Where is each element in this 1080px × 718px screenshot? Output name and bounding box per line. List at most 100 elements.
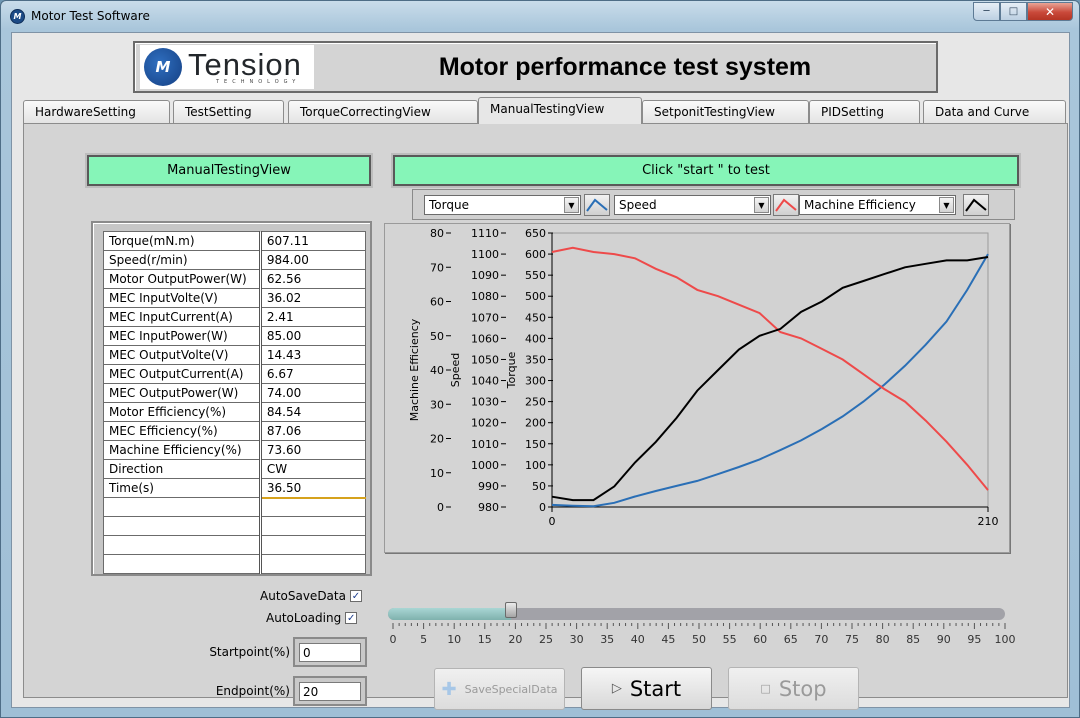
curve-select-1[interactable]: Torque ▼ <box>424 195 581 215</box>
slider-scale-label: 60 <box>753 633 767 646</box>
curve-select-3-value: Machine Efficiency <box>804 198 916 212</box>
slider-scale-label: 40 <box>631 633 645 646</box>
tab-data-and-curve[interactable]: Data and Curve <box>923 100 1066 123</box>
y-axis-title: Machine Efficiency <box>408 318 421 421</box>
tab-torque-correcting-view[interactable]: TorqueCorrectingView <box>288 100 478 123</box>
y-tick-label: 500 <box>525 290 546 303</box>
curve-select-2-value: Speed <box>619 198 657 212</box>
auto-loading-option: AutoLoading ✓ <box>266 611 358 625</box>
progress-slider-thumb[interactable] <box>505 602 518 618</box>
y-tick-label: 10 <box>430 467 444 480</box>
save-special-data-button[interactable]: ✚ SaveSpecialData <box>434 668 565 710</box>
close-button[interactable]: ✕ <box>1027 2 1073 21</box>
measurement-value: 607.11 <box>259 231 367 251</box>
measurement-label: Machine Efficiency(%) <box>103 440 262 460</box>
slider-scale-label: 90 <box>937 633 951 646</box>
y-tick-label: 1070 <box>471 311 499 324</box>
y-tick-label: 1050 <box>471 353 499 366</box>
measurement-value: 36.02 <box>259 288 367 308</box>
tab-label: PIDSetting <box>821 105 884 119</box>
y-tick-label: 400 <box>525 332 546 345</box>
slider-scale-label: 15 <box>478 633 492 646</box>
empty-table-row <box>103 516 367 536</box>
y-tick-label: 200 <box>525 417 546 430</box>
measurement-label: Motor Efficiency(%) <box>103 402 262 422</box>
measurement-table-frame: Torque(mN.m) 607.11 Speed(r/min) 984.00 Moto… <box>91 221 372 576</box>
table-row: Torque(mN.m) 607.11 <box>103 231 367 251</box>
y-axis-title: Torque <box>505 351 518 389</box>
slider-scale-label: 20 <box>508 633 522 646</box>
app-icon: M <box>10 9 25 24</box>
save-special-data-label: SaveSpecialData <box>464 682 558 696</box>
measurement-label: MEC OutputCurrent(A) <box>103 364 262 384</box>
slider-scale-label: 65 <box>784 633 798 646</box>
auto-save-data-checkbox[interactable]: ✓ <box>349 590 362 602</box>
measurement-value: 984.00 <box>259 250 367 270</box>
series-line-0 <box>551 253 989 508</box>
empty-cell <box>259 535 367 555</box>
endpoint-label: Endpoint(%) <box>215 684 290 698</box>
y-tick-label: 350 <box>525 353 546 366</box>
client-area: M Tension TECHNOLOGY Motor performance t… <box>11 32 1070 710</box>
tab-setpoint-testing-view[interactable]: SetponitTestingView <box>642 100 809 123</box>
speed-line-icon <box>775 198 797 212</box>
y-tick-label: 980 <box>478 501 499 514</box>
plot-area <box>551 232 989 508</box>
torque-line-icon <box>586 198 608 212</box>
minimize-button[interactable]: ─ <box>973 2 1000 21</box>
measurement-value: 6.67 <box>259 364 367 384</box>
dropdown-arrow-icon: ▼ <box>939 197 954 213</box>
curve-select-1-value: Torque <box>429 198 469 212</box>
torque-line-swatch[interactable] <box>584 194 610 216</box>
measurement-value: 73.60 <box>259 440 367 460</box>
startpoint-input[interactable] <box>299 643 361 662</box>
auto-loading-checkbox[interactable]: ✓ <box>345 612 358 624</box>
efficiency-line-icon <box>965 198 987 212</box>
table-row: MEC InputPower(W) 85.00 <box>103 326 367 346</box>
empty-cell <box>103 554 262 574</box>
auto-loading-label: AutoLoading <box>266 611 342 625</box>
curve-select-2[interactable]: Speed ▼ <box>614 195 771 215</box>
tab-pid-setting[interactable]: PIDSetting <box>809 100 920 123</box>
measurement-table: Torque(mN.m) 607.11 Speed(r/min) 984.00 Moto… <box>103 231 367 574</box>
endpoint-input[interactable] <box>299 682 361 701</box>
progress-slider[interactable] <box>388 602 1005 620</box>
title-bar[interactable]: M Motor Test Software ─ □ ✕ <box>1 1 1079 31</box>
y-tick-label: 40 <box>430 364 444 377</box>
manual-testing-panel: ManualTestingView Torque(mN.m) 607.11 Spee… <box>23 123 1068 710</box>
measurement-value: CW <box>259 459 367 479</box>
stop-button[interactable]: □ Stop <box>728 667 859 710</box>
efficiency-line-swatch[interactable] <box>963 194 989 216</box>
maximize-icon: □ <box>1008 6 1019 17</box>
tab-test-setting[interactable]: TestSetting <box>173 100 284 123</box>
y-tick-label: 1010 <box>471 438 499 451</box>
maximize-button[interactable]: □ <box>1000 2 1027 21</box>
measurement-value: 36.50 <box>259 478 367 499</box>
y-tick-label: 1110 <box>471 227 499 240</box>
measurement-label: MEC OutputVolte(V) <box>103 345 262 365</box>
slider-scale-label: 25 <box>539 633 553 646</box>
measurement-value: 74.00 <box>259 383 367 403</box>
page-title: Motor performance test system <box>438 52 812 81</box>
measurement-label: Motor OutputPower(W) <box>103 269 262 289</box>
y-tick-label: 30 <box>430 398 444 411</box>
y-tick-label: 1020 <box>471 417 499 430</box>
table-row: MEC InputVolte(V) 36.02 <box>103 288 367 308</box>
table-row: Machine Efficiency(%) 73.60 <box>103 440 367 460</box>
x-tick-label: 210 <box>978 515 999 528</box>
slider-scale-label: 5 <box>420 633 427 646</box>
start-button[interactable]: ▷ Start <box>581 667 712 710</box>
slider-scale-label: 50 <box>692 633 706 646</box>
table-row: MEC OutputVolte(V) 14.43 <box>103 345 367 365</box>
curve-select-3[interactable]: Machine Efficiency ▼ <box>799 195 956 215</box>
y-tick-label: 1030 <box>471 396 499 409</box>
tab-label: Data and Curve <box>935 105 1030 119</box>
tab-hardware-setting[interactable]: HardwareSetting <box>23 100 170 123</box>
y-tick-label: 250 <box>525 396 546 409</box>
slider-scale-label: 10 <box>447 633 461 646</box>
tab-manual-testing-view[interactable]: ManualTestingView <box>478 97 642 124</box>
y-tick-label: 650 <box>525 227 546 240</box>
performance-chart: 0 10 20 30 40 50 60 70 80 Machine Efficiency 980 99… <box>384 223 1010 553</box>
speed-line-swatch[interactable] <box>773 194 799 216</box>
